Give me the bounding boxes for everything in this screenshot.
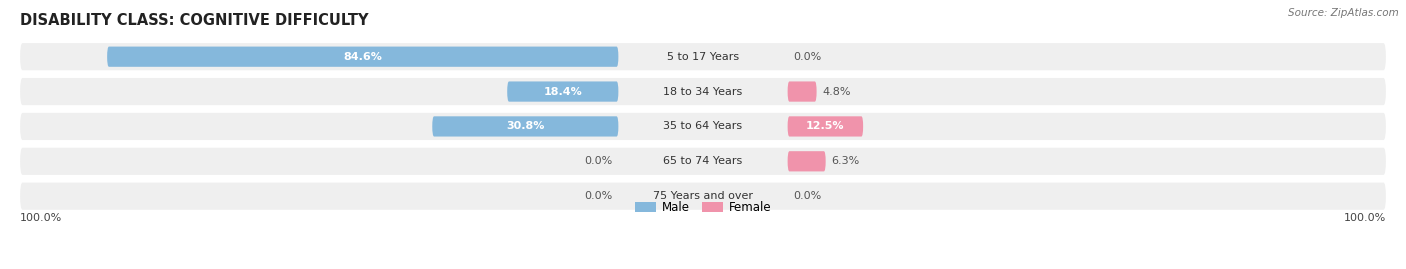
Text: 84.6%: 84.6% — [343, 52, 382, 62]
Text: 18 to 34 Years: 18 to 34 Years — [664, 87, 742, 97]
Text: 0.0%: 0.0% — [583, 156, 613, 166]
Text: 75 Years and over: 75 Years and over — [652, 191, 754, 201]
FancyBboxPatch shape — [787, 82, 817, 102]
Text: 18.4%: 18.4% — [544, 87, 582, 97]
FancyBboxPatch shape — [20, 113, 1386, 140]
FancyBboxPatch shape — [107, 47, 619, 67]
FancyBboxPatch shape — [20, 183, 1386, 210]
Text: 35 to 64 Years: 35 to 64 Years — [664, 121, 742, 132]
Text: 0.0%: 0.0% — [583, 191, 613, 201]
Text: 0.0%: 0.0% — [793, 191, 823, 201]
FancyBboxPatch shape — [508, 82, 619, 102]
FancyBboxPatch shape — [20, 43, 1386, 70]
Text: 4.8%: 4.8% — [823, 87, 851, 97]
Text: 100.0%: 100.0% — [20, 213, 62, 223]
Text: Source: ZipAtlas.com: Source: ZipAtlas.com — [1288, 8, 1399, 18]
FancyBboxPatch shape — [787, 151, 825, 171]
FancyBboxPatch shape — [20, 148, 1386, 175]
Text: 6.3%: 6.3% — [832, 156, 860, 166]
Text: 5 to 17 Years: 5 to 17 Years — [666, 52, 740, 62]
Legend: Male, Female: Male, Female — [630, 196, 776, 218]
Text: 100.0%: 100.0% — [1344, 213, 1386, 223]
Text: DISABILITY CLASS: COGNITIVE DIFFICULTY: DISABILITY CLASS: COGNITIVE DIFFICULTY — [20, 13, 368, 28]
FancyBboxPatch shape — [20, 78, 1386, 105]
FancyBboxPatch shape — [787, 116, 863, 137]
Text: 0.0%: 0.0% — [793, 52, 823, 62]
Text: 30.8%: 30.8% — [506, 121, 544, 132]
Text: 12.5%: 12.5% — [806, 121, 845, 132]
FancyBboxPatch shape — [432, 116, 619, 137]
Text: 65 to 74 Years: 65 to 74 Years — [664, 156, 742, 166]
